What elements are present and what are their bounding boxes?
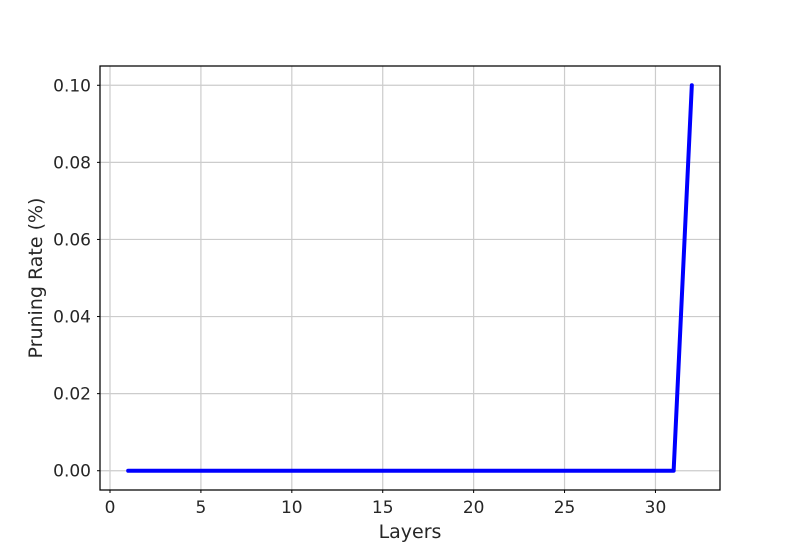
x-tick-label: 25 (554, 498, 576, 518)
plot-frame (99, 65, 721, 491)
y-axis-label: Pruning Rate (%) (25, 198, 47, 359)
series-group (126, 83, 694, 473)
ticks: 0 5 10 15 20 25 30 0.00 0.02 0.04 0.06 0.08 0.10 (53, 76, 666, 518)
y-tick-label: 0.04 (53, 308, 91, 328)
x-tick-label: 15 (372, 498, 394, 518)
x-tick-label: 20 (463, 498, 485, 518)
y-tick-label: 0.08 (53, 153, 91, 173)
y-tick-label: 0.02 (53, 385, 91, 405)
x-tick-label: 0 (105, 498, 116, 518)
x-tick-label: 5 (195, 498, 206, 518)
x-tick-label: 10 (281, 498, 303, 518)
y-tick-label: 0.10 (53, 76, 91, 96)
y-tick-label: 0.00 (53, 462, 91, 482)
grid (100, 66, 720, 490)
y-tick-label: 0.06 (53, 230, 91, 250)
x-axis-label: Layers (379, 521, 442, 543)
x-tick-label: 30 (645, 498, 667, 518)
series-line (126, 83, 694, 473)
